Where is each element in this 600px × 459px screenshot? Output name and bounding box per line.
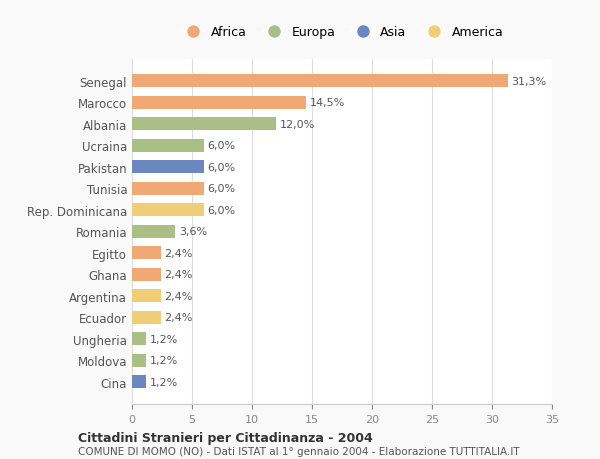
Bar [132,290,161,302]
Bar [132,204,204,217]
Bar [132,354,146,367]
Text: 2,4%: 2,4% [164,313,193,323]
Text: 3,6%: 3,6% [179,227,207,237]
Text: 2,4%: 2,4% [164,270,193,280]
Text: 2,4%: 2,4% [164,291,193,301]
Text: 14,5%: 14,5% [310,98,345,108]
Text: COMUNE DI MOMO (NO) - Dati ISTAT al 1° gennaio 2004 - Elaborazione TUTTITALIA.IT: COMUNE DI MOMO (NO) - Dati ISTAT al 1° g… [78,447,520,456]
Bar [132,311,161,324]
Text: 6,0%: 6,0% [208,162,236,173]
Bar [132,247,161,260]
Bar [132,332,146,346]
Bar [132,268,161,281]
Text: 1,2%: 1,2% [150,377,178,387]
Bar [132,118,276,131]
Bar [132,75,508,88]
Bar [132,183,204,196]
Bar [132,140,204,152]
Text: 6,0%: 6,0% [208,205,236,215]
Bar [132,375,146,388]
Bar [132,97,306,110]
Bar [132,225,175,238]
Text: 12,0%: 12,0% [280,120,315,129]
Text: 2,4%: 2,4% [164,248,193,258]
Text: 6,0%: 6,0% [208,141,236,151]
Text: Cittadini Stranieri per Cittadinanza - 2004: Cittadini Stranieri per Cittadinanza - 2… [78,431,373,444]
Text: 31,3%: 31,3% [511,77,547,87]
Text: 1,2%: 1,2% [150,355,178,365]
Bar [132,161,204,174]
Text: 1,2%: 1,2% [150,334,178,344]
Text: 6,0%: 6,0% [208,184,236,194]
Legend: Africa, Europa, Asia, America: Africa, Europa, Asia, America [176,21,508,44]
